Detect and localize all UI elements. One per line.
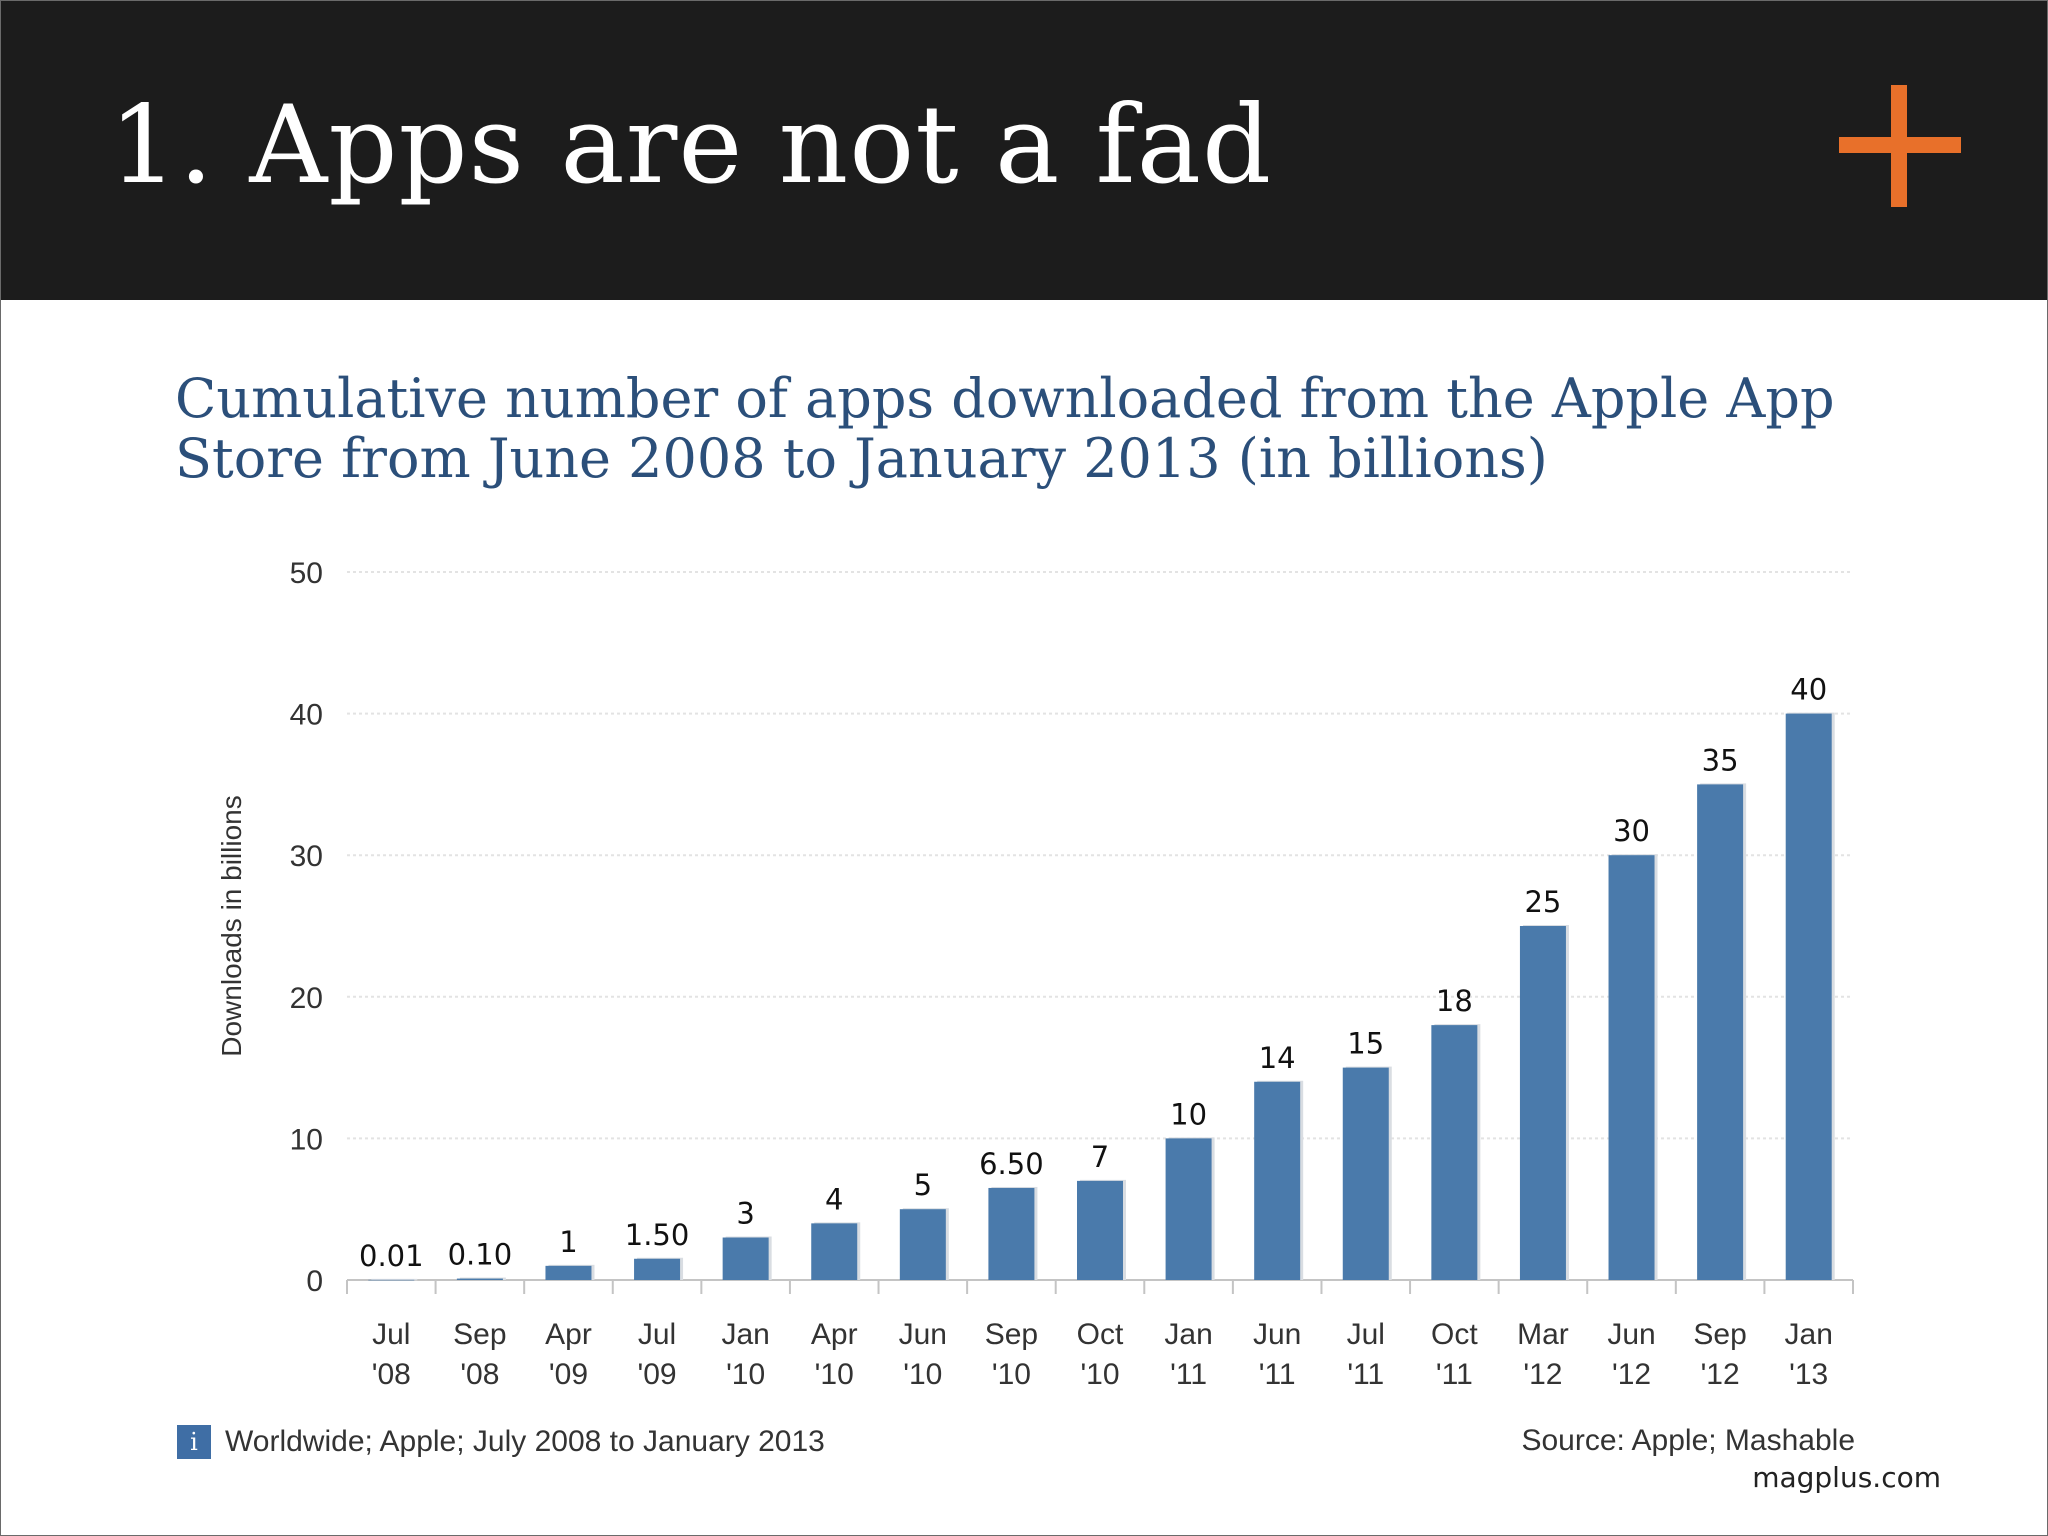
slide-title: 1. Apps are not a fad (109, 83, 1273, 208)
x-tick-label-month: Jul (638, 1318, 676, 1351)
x-tick-label-year: '10 (903, 1358, 942, 1391)
x-tick-label-year: '12 (1701, 1358, 1740, 1391)
x-tick-label-month: Mar (1517, 1318, 1569, 1351)
slide-header: 1. Apps are not a fad (1, 1, 2047, 300)
x-tick-label-month: Jun (899, 1318, 947, 1351)
x-tick-label-month: Jun (1253, 1318, 1301, 1351)
x-tick-label-month: Apr (811, 1318, 858, 1351)
data-label: 25 (1524, 885, 1561, 919)
chart-footnote: i Worldwide; Apple; July 2008 to January … (177, 1421, 825, 1462)
data-label: 7 (1091, 1140, 1109, 1174)
bar (1697, 784, 1744, 1280)
bar (1077, 1180, 1123, 1280)
x-tick-label-month: Jan (1785, 1318, 1833, 1351)
bar (368, 1279, 415, 1281)
x-tick-label-year: '09 (549, 1358, 588, 1391)
bar (1608, 855, 1655, 1280)
x-tick-label-month: Sep (453, 1318, 506, 1351)
data-label: 30 (1613, 814, 1650, 848)
bar (988, 1187, 1035, 1280)
bar (1165, 1138, 1212, 1280)
chart-source: Source: Apple; Mashable (1521, 1424, 1855, 1457)
x-tick-label-year: '10 (992, 1358, 1031, 1391)
data-label: 14 (1259, 1041, 1296, 1075)
data-label: 1 (559, 1225, 577, 1259)
x-tick-label-month: Jul (1347, 1318, 1385, 1351)
y-tick-label: 10 (290, 1123, 323, 1156)
x-tick-label-year: '10 (726, 1358, 765, 1391)
bar (899, 1209, 946, 1280)
data-label: 0.01 (359, 1239, 424, 1273)
x-tick-label-year: '08 (460, 1358, 499, 1391)
bar (1785, 713, 1832, 1280)
x-tick-label-month: Jan (721, 1318, 769, 1351)
chart-title: Cumulative number of apps downloaded fro… (175, 367, 1835, 490)
x-tick-label-month: Sep (1693, 1318, 1746, 1351)
x-tick-label-month: Apr (545, 1318, 592, 1351)
data-label: 35 (1702, 743, 1739, 777)
data-label: 40 (1790, 673, 1827, 707)
x-tick-label-year: '12 (1523, 1358, 1562, 1391)
plus-icon (1839, 85, 1961, 207)
y-tick-label: 0 (306, 1265, 323, 1298)
info-icon[interactable]: i (177, 1425, 211, 1460)
x-tick-label-month: Oct (1077, 1318, 1124, 1351)
x-tick-label-month: Jul (372, 1318, 410, 1351)
x-tick-label-year: '08 (372, 1358, 411, 1391)
x-tick-label-month: Sep (985, 1318, 1038, 1351)
y-tick-label: 20 (290, 982, 323, 1015)
data-label: 1.50 (625, 1218, 690, 1252)
data-label: 6.50 (979, 1147, 1044, 1181)
x-tick-label-year: '09 (638, 1358, 677, 1391)
x-tick-label-year: '10 (1080, 1358, 1119, 1391)
bar (1519, 926, 1566, 1280)
bar (811, 1223, 858, 1280)
x-tick-label-year: '12 (1612, 1358, 1651, 1391)
x-tick-label-month: Jun (1607, 1318, 1655, 1351)
data-label: 4 (825, 1182, 843, 1216)
bar (545, 1265, 592, 1280)
bar (634, 1258, 681, 1280)
x-tick-label-year: '10 (815, 1358, 854, 1391)
data-label: 15 (1347, 1027, 1384, 1061)
x-tick-label-year: '11 (1259, 1358, 1296, 1391)
y-tick-label: 30 (290, 840, 323, 873)
bar (1254, 1081, 1301, 1280)
x-tick-label-year: '11 (1436, 1358, 1473, 1391)
footnote-text: Worldwide; Apple; July 2008 to January 2… (225, 1425, 825, 1459)
bar (722, 1237, 769, 1280)
data-label: 18 (1436, 984, 1473, 1018)
data-label: 0.10 (448, 1238, 513, 1272)
y-tick-label: 40 (290, 699, 323, 732)
bar-shadow (371, 1278, 418, 1281)
bar (456, 1278, 503, 1280)
y-tick-label: 50 (290, 557, 323, 590)
y-axis-label: Downloads in billions (216, 795, 247, 1056)
data-label: 3 (736, 1197, 754, 1231)
bar (1431, 1025, 1478, 1280)
x-tick-label-year: '13 (1789, 1358, 1828, 1391)
x-tick-label-year: '11 (1170, 1358, 1207, 1391)
bar (1342, 1067, 1389, 1280)
x-tick-label-month: Oct (1431, 1318, 1478, 1351)
watermark: magplus.com (1752, 1461, 1941, 1494)
x-tick-label-month: Jan (1164, 1318, 1212, 1351)
data-label: 5 (914, 1168, 932, 1202)
x-tick-label-year: '11 (1347, 1358, 1384, 1391)
data-label: 10 (1170, 1097, 1207, 1131)
